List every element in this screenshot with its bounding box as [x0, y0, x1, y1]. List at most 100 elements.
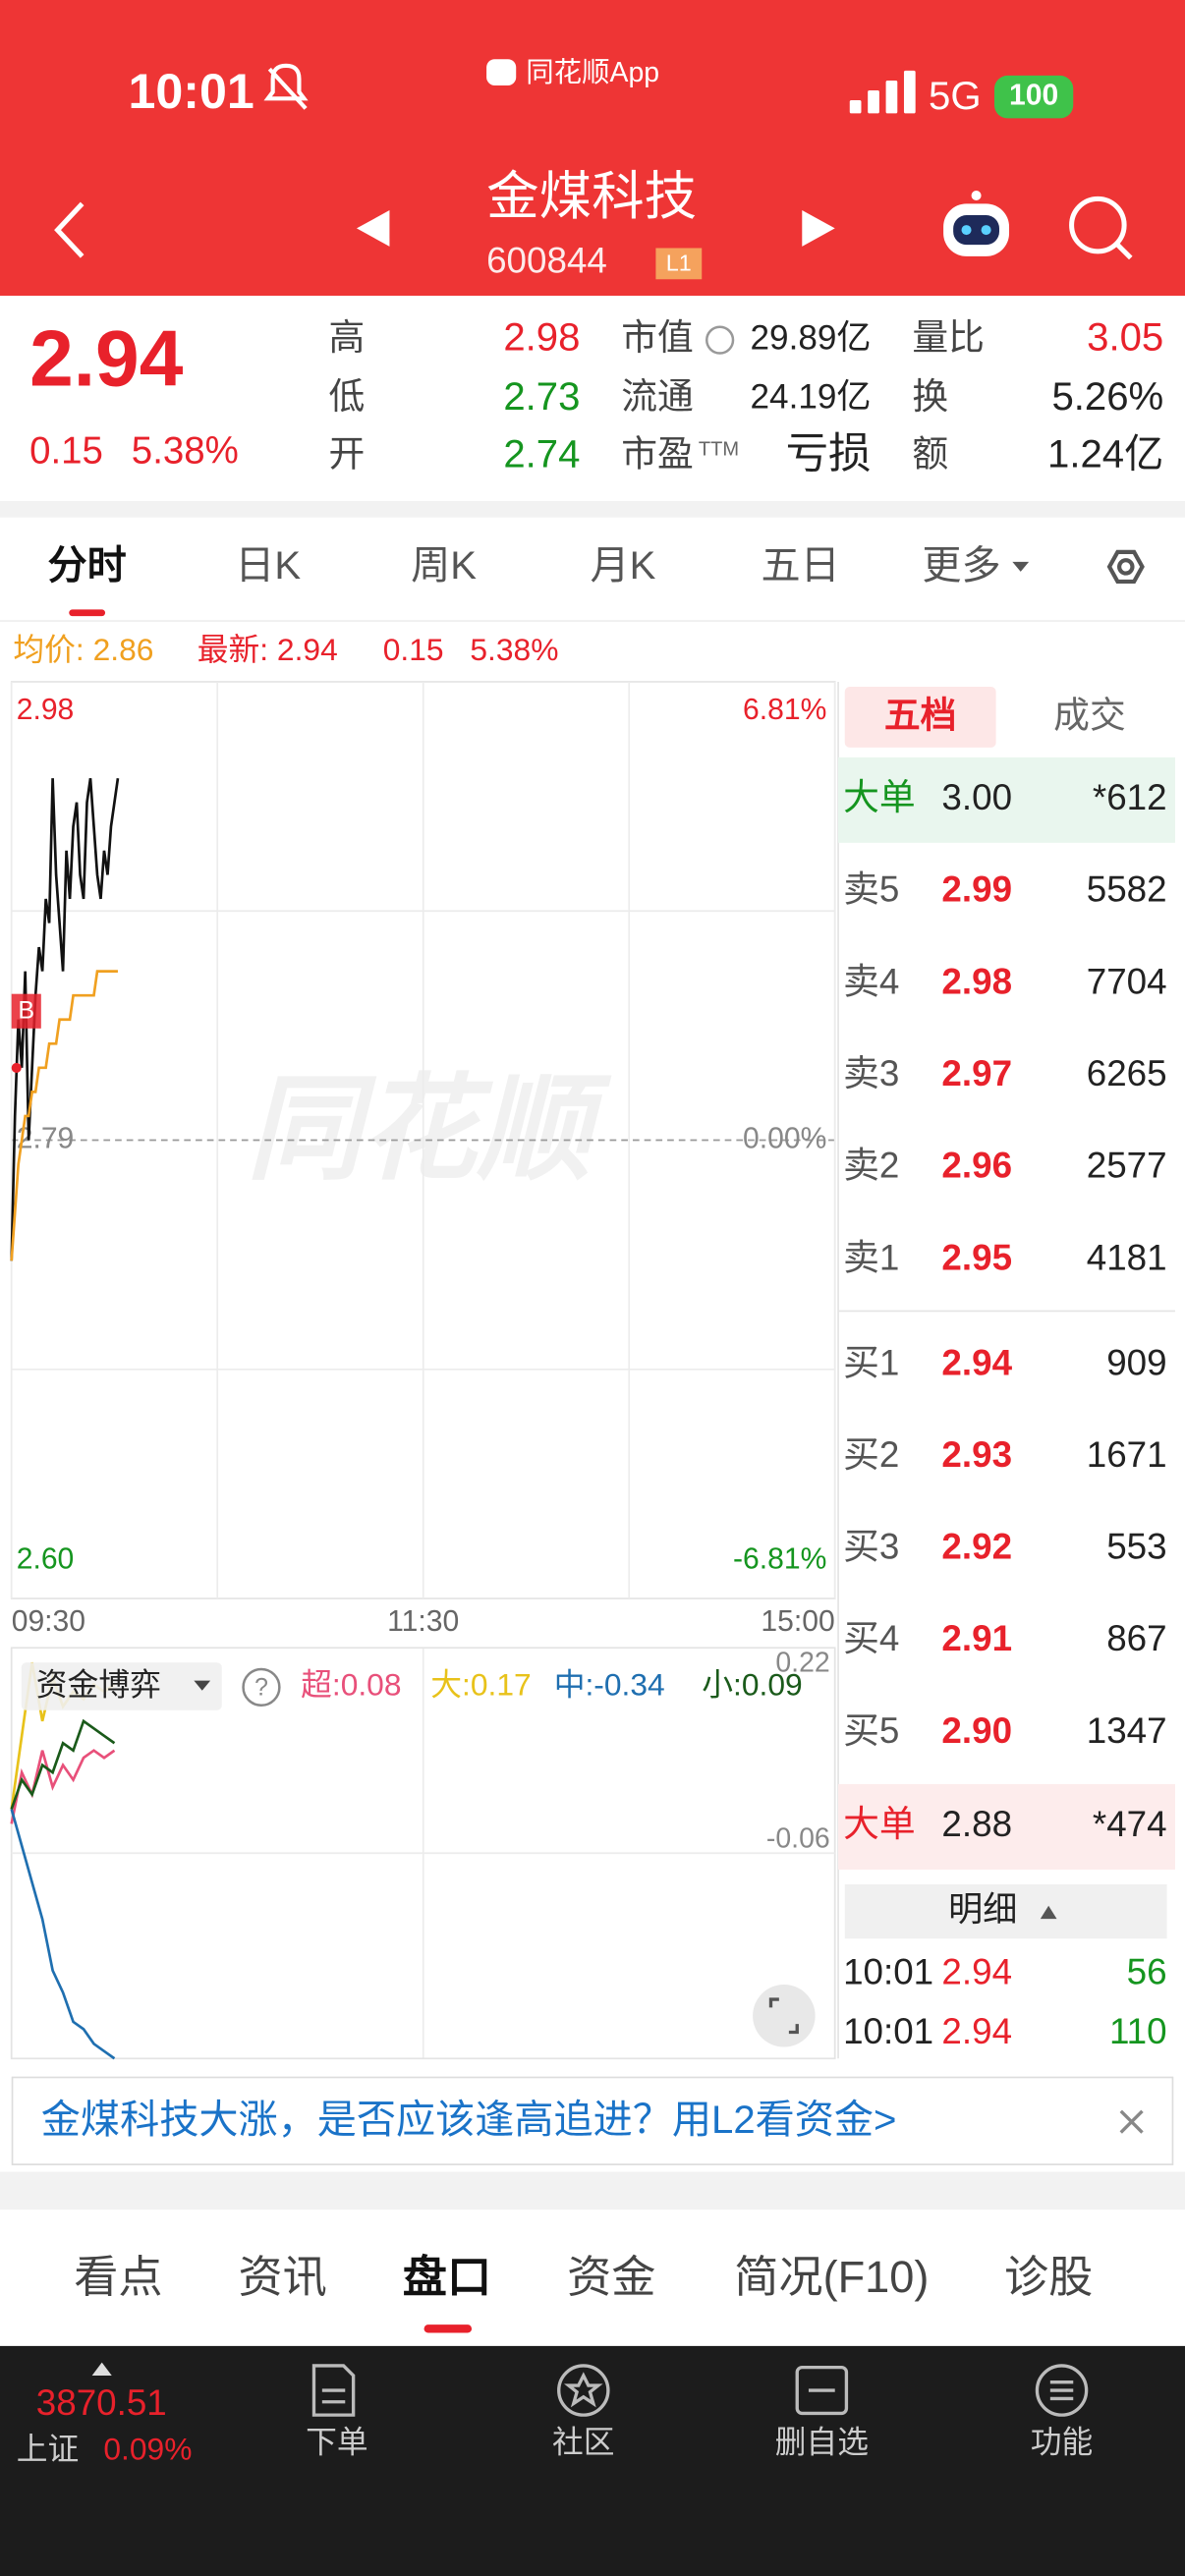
section-tab[interactable]: 盘口: [403, 2252, 491, 2302]
y-tick-label: -0.06: [766, 1822, 830, 1854]
series-line: [10, 1809, 116, 2060]
footer-icons: [311, 2364, 1089, 2417]
book-price: 2.95: [941, 1237, 1012, 1277]
section-tab[interactable]: 看点: [74, 2252, 162, 2302]
legend-entry: 大:0.17: [430, 1667, 531, 1703]
book-label: 买2: [843, 1434, 899, 1475]
order-book: 大单 3.00 *612 卖5 2.99 5582 卖4 2.98 7704 卖3 2.97 6265…: [838, 756, 1175, 2051]
dropdown-arrow: [1012, 561, 1030, 572]
book-volume: 7704: [1087, 961, 1167, 1001]
back-button[interactable]: [54, 201, 85, 258]
book-volume: *612: [1093, 777, 1167, 817]
fund-selector[interactable]: [21, 1662, 222, 1710]
book-label: 卖4: [843, 961, 899, 1001]
menu-lines: [1049, 2380, 1074, 2401]
book-label: 买1: [843, 1342, 899, 1382]
book-tab[interactable]: 五档: [884, 695, 957, 735]
trade-time: 10:01: [843, 2011, 933, 2051]
stock-code: 600844: [486, 240, 607, 280]
book-volume: 867: [1106, 1618, 1166, 1658]
signal-bar: [868, 89, 879, 114]
stat-value: 亏损: [786, 430, 872, 477]
stat-value: 2.74: [503, 431, 580, 476]
book-label: 卖2: [843, 1146, 899, 1186]
buy-marker: [11, 993, 41, 1029]
section-tab[interactable]: 诊股: [1004, 2252, 1093, 2302]
legend-entry: 中:-0.34: [554, 1667, 665, 1703]
book-price: 2.92: [941, 1527, 1012, 1567]
help-text: ?: [254, 1674, 268, 1702]
book-price: 2.93: [941, 1434, 1012, 1475]
next-stock[interactable]: [802, 210, 835, 247]
banner[interactable]: [11, 2076, 1174, 2165]
stat-label: 低: [329, 376, 366, 417]
latest-price: 最新: 2.94: [198, 632, 338, 667]
expand-button[interactable]: [753, 1985, 816, 2047]
y2-tick-label: 6.81%: [743, 694, 826, 726]
book-tab[interactable]: 成交: [1053, 695, 1126, 735]
book-label: 卖3: [843, 1053, 899, 1093]
detail-bar[interactable]: [844, 1884, 1167, 1939]
stat-label-suffix: TTM: [699, 438, 739, 460]
book-label: 卖1: [843, 1237, 899, 1277]
footer-button[interactable]: 删自选: [775, 2425, 869, 2460]
chart-tab[interactable]: 月K: [590, 543, 655, 588]
book-label: 大单: [843, 1804, 916, 1844]
stat-label: 高: [329, 317, 366, 358]
book-volume: 4181: [1087, 1237, 1167, 1277]
community-star: [563, 2372, 603, 2408]
expand-icon: [768, 1997, 799, 2035]
footer-button[interactable]: 下单: [306, 2425, 368, 2460]
trade-time: 10:01: [843, 1952, 933, 1992]
chart-tab[interactable]: 更多: [922, 543, 1000, 588]
book-price: 2.98: [941, 961, 1012, 1001]
index-arrow: [91, 2362, 112, 2376]
help-icon[interactable]: [242, 1667, 281, 1707]
footer-buttons: 下单 社区 删自选 功能: [306, 2425, 1093, 2460]
index-value: 3870.51: [36, 2382, 167, 2423]
chart-tab[interactable]: 周K: [411, 543, 477, 588]
stat-label: 换: [912, 376, 948, 417]
stat-value: 29.89亿: [751, 318, 872, 357]
stat-label: 市盈: [621, 434, 694, 475]
book-volume: 553: [1106, 1527, 1166, 1567]
battery: [993, 75, 1074, 119]
section-tabs: 看点 资讯 盘口 资金 简况(F10) 诊股: [74, 2252, 1093, 2302]
book-price: 2.88: [941, 1804, 1012, 1844]
robot-eye: [961, 225, 972, 236]
search-button[interactable]: [1069, 196, 1133, 260]
settings-button[interactable]: [1106, 549, 1145, 585]
series-line: [10, 777, 120, 1261]
quote-stats: 高 2.98 市值 29.89亿 量比 3.05 低 2.73 流通 24.19亿 换 5.26% 开 2…: [329, 315, 1164, 478]
footer-button[interactable]: 功能: [1031, 2425, 1094, 2460]
book-price: 2.94: [941, 1342, 1012, 1382]
section-tab[interactable]: 资金: [567, 2252, 655, 2302]
prev-stock[interactable]: [356, 210, 390, 247]
section-tab[interactable]: 资讯: [239, 2252, 327, 2302]
chart-tab[interactable]: 分时: [48, 543, 127, 588]
series-line: [10, 970, 118, 1261]
robot-icon[interactable]: [943, 190, 1010, 256]
chart-tab[interactable]: 五日: [761, 543, 839, 588]
robot-antenna: [971, 190, 982, 201]
stat-value: 2.98: [503, 315, 580, 360]
y2-tick-label: 0.00%: [743, 1122, 826, 1154]
book-volume: 1347: [1087, 1710, 1167, 1751]
chart-tab[interactable]: 日K: [235, 543, 301, 588]
info-icon: [705, 325, 735, 355]
trade-price: 2.94: [941, 1952, 1012, 1992]
footer-button[interactable]: 社区: [552, 2425, 615, 2460]
stat-value: 2.73: [503, 374, 580, 419]
series-line: [10, 1718, 116, 1810]
dropdown-arrow: [194, 1680, 211, 1691]
book-price: 2.96: [941, 1146, 1012, 1186]
trade-volume: 56: [1127, 1952, 1167, 1992]
x-tick-label: 15:00: [761, 1605, 834, 1638]
banner-close[interactable]: [1119, 2109, 1144, 2134]
avg-price: 均价: 2.86: [13, 632, 153, 667]
stat-label: 额: [912, 434, 948, 475]
status-network: 5G: [929, 74, 982, 118]
section-tab[interactable]: 简况(F10): [734, 2252, 929, 2302]
battery-level: 100: [1009, 80, 1058, 112]
